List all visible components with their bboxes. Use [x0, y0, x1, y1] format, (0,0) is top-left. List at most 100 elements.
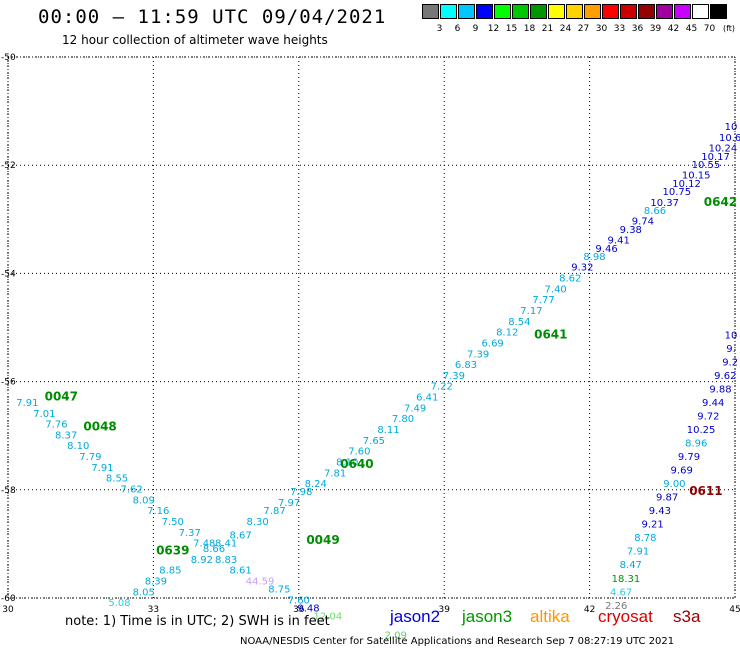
wave-height-value: 9.2 — [722, 357, 738, 368]
wave-height-value: 7.65 — [363, 436, 385, 447]
wave-height-value: 8.12 — [496, 328, 518, 339]
wave-height-value: 7.16 — [147, 506, 169, 517]
wave-height-value: 8.75 — [268, 585, 290, 596]
x-tick-label: 42 — [584, 605, 595, 615]
wave-height-value: 7.39 — [467, 349, 489, 360]
wave-height-value: 8.47 — [620, 560, 642, 571]
wave-height-value: 9.48 — [297, 604, 319, 615]
scale-swatch — [710, 4, 727, 19]
wave-height-value: 7.62 — [120, 485, 142, 496]
wave-height-value: 8.09 — [133, 495, 155, 506]
wave-height-value: 10.37 — [650, 198, 679, 209]
scale-label: 36 — [631, 24, 644, 34]
wave-height-value: 9.69 — [671, 466, 693, 477]
wave-height-value: 8.11 — [377, 425, 399, 436]
scale-label: 18 — [523, 24, 536, 34]
scale-label: 42 — [667, 24, 680, 34]
track-time-label: 0611 — [689, 484, 722, 498]
wave-height-value: 2.26 — [605, 601, 627, 612]
footer-note: note: 1) Time is in UTC; 2) SWH is in fe… — [65, 614, 330, 629]
wave-height-value: 8.66 — [203, 544, 225, 555]
track-time-label: 0049 — [306, 533, 339, 547]
scale-swatch — [620, 4, 637, 19]
wave-height-value: 8.66 — [644, 206, 666, 217]
wave-height-value: 9.00 — [663, 479, 685, 490]
scale-swatch — [458, 4, 475, 19]
scale-swatch — [512, 4, 529, 19]
wave-height-value: 6.83 — [455, 360, 477, 371]
scale-swatch — [494, 4, 511, 19]
track-time-label: 0047 — [45, 390, 78, 404]
scale-swatch — [530, 4, 547, 19]
wave-height-value: 4.67 — [610, 587, 632, 598]
scale-units: (ft) — [723, 24, 736, 33]
scale-label: 27 — [577, 24, 590, 34]
wave-height-value: 7.97 — [278, 498, 300, 509]
y-tick-label: -50 — [1, 53, 16, 63]
wave-height-value: 10.15 — [682, 171, 711, 182]
satellite-legend-item: jason3 — [462, 607, 513, 626]
wave-height-value: 10 — [725, 122, 738, 133]
wave-height-value: 8.30 — [246, 517, 268, 528]
wave-height-value: 8.24 — [305, 479, 327, 490]
scale-label: 21 — [541, 24, 554, 34]
x-tick-label: 45 — [729, 605, 740, 615]
scale-label: 70 — [703, 24, 716, 34]
scale-label: 15 — [505, 24, 518, 34]
credit-line: NOAA/NESDIS Center for Satellite Applica… — [240, 636, 675, 647]
scale-swatch — [476, 4, 493, 19]
wave-height-value: 8.37 — [55, 430, 77, 441]
wave-height-value: 9.79 — [678, 452, 700, 463]
wave-height-value: 7.91 — [627, 547, 649, 558]
scale-swatch — [674, 4, 691, 19]
wave-height-value: 8.83 — [215, 555, 237, 566]
track-time-label: 0048 — [83, 419, 116, 433]
wave-height-value: 7.17 — [520, 306, 542, 317]
wave-height-value: 9.46 — [595, 244, 617, 255]
wave-height-value: 7.81 — [324, 468, 346, 479]
wave-height-value: 9.62 — [714, 371, 736, 382]
scale-swatch — [548, 4, 565, 19]
wave-height-value: 7.37 — [179, 528, 201, 539]
wave-height-value: 9.87 — [656, 493, 678, 504]
wave-height-value: 12.04 — [314, 612, 343, 623]
chart-title: 00:00 – 11:59 UTC 09/04/2021 — [38, 6, 387, 28]
wave-height-value: 10.75 — [663, 187, 692, 198]
wave-height-value: 7.01 — [33, 409, 55, 420]
scale-label: 9 — [472, 24, 479, 34]
wave-height-value: 7.98 — [290, 487, 312, 498]
wave-height-value: 10.24 — [709, 144, 738, 155]
wave-height-value: 9.32 — [571, 263, 593, 274]
wave-height-value: 8.98 — [583, 252, 605, 263]
satellite-legend-item: cryosat — [598, 607, 653, 626]
scale-label: 24 — [559, 24, 572, 34]
wave-height-value: 8.39 — [145, 576, 167, 587]
scale-label: 3 — [436, 24, 443, 34]
wave-height-value: 9. — [726, 344, 736, 355]
wave-height-value: 8.41 — [215, 539, 237, 550]
wave-height-value: 8.96 — [685, 439, 707, 450]
scale-swatch — [440, 4, 457, 19]
wave-height-value: 7.49 — [404, 403, 426, 414]
wave-height-value: 8.54 — [508, 317, 530, 328]
satellite-legend-item: jason2 — [390, 607, 441, 626]
wave-height-value: 7.48 — [193, 539, 215, 550]
scale-swatch — [422, 4, 439, 19]
wave-height-value: 7.80 — [392, 414, 414, 425]
wave-height-value: 6.41 — [416, 393, 438, 404]
y-tick-label: -52 — [1, 161, 16, 171]
y-tick-label: -54 — [1, 269, 16, 279]
wave-height-value: 10.6 — [719, 133, 740, 144]
wave-height-value: 10.55 — [692, 160, 721, 171]
wave-height-value: 10.17 — [701, 152, 730, 163]
wave-height-value: 8.10 — [67, 441, 89, 452]
wave-height-value: 5.08 — [108, 598, 130, 609]
y-tick-label: -58 — [1, 486, 16, 496]
x-tick-label: 33 — [148, 605, 159, 615]
wave-height-value: 7.60 — [348, 447, 370, 458]
wave-height-value: 7.39 — [443, 371, 465, 382]
satellite-legend-item: altika — [530, 607, 570, 626]
wave-height-value: 7.40 — [545, 284, 567, 295]
track-time-label: 0642 — [704, 195, 737, 209]
